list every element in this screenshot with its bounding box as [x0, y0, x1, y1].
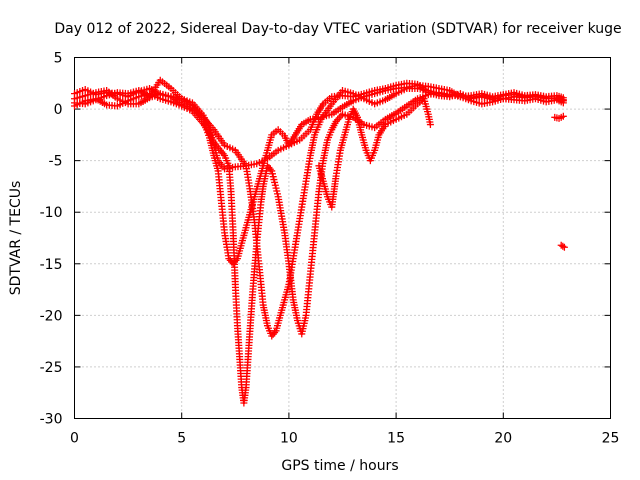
- y-tick-label: -20: [40, 308, 63, 324]
- y-tick-label: -5: [49, 154, 63, 170]
- data-point: [559, 112, 567, 120]
- chart-title: Day 012 of 2022, Sidereal Day-to-day VTE…: [54, 21, 621, 37]
- data-point: [426, 121, 434, 129]
- data-point: [560, 243, 568, 251]
- x-tick-label: 0: [70, 431, 79, 447]
- x-tick-label: 15: [387, 431, 405, 447]
- data-series: [71, 76, 568, 407]
- plot-frame: [74, 57, 611, 419]
- y-tick-labels: 5 0 -5 -10 -15 -20 -25 -30: [40, 51, 63, 428]
- y-axis-label: SDTVAR / TECUs: [8, 181, 24, 296]
- y-tick-label: -30: [40, 412, 63, 428]
- data-point: [559, 94, 567, 102]
- y-tick-label: 0: [54, 102, 63, 118]
- data-point: [559, 242, 567, 250]
- x-tick-label: 20: [494, 431, 512, 447]
- x-tick-label: 25: [602, 431, 620, 447]
- x-tick-label: 5: [177, 431, 186, 447]
- y-tick-label: -25: [40, 360, 63, 376]
- axis-ticks: [74, 57, 611, 419]
- y-tick-label: -15: [40, 257, 63, 273]
- y-tick-label: -10: [40, 205, 63, 221]
- x-axis-label: GPS time / hours: [281, 458, 398, 474]
- x-tick-labels: 0 5 10 15 20 25: [70, 431, 619, 447]
- x-tick-label: 10: [280, 431, 298, 447]
- y-tick-label: 5: [54, 51, 63, 67]
